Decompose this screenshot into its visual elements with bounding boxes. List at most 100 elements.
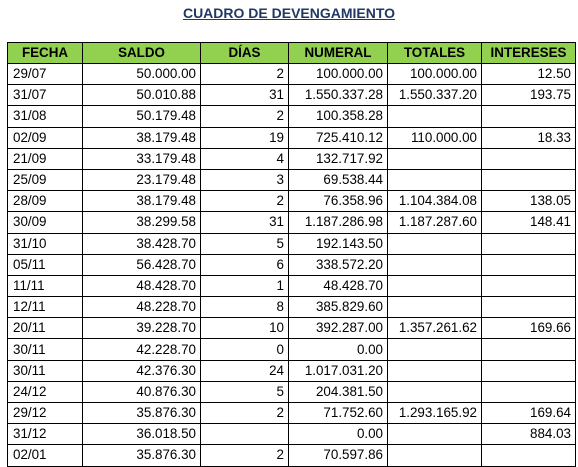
intereses-cell: 12.50	[481, 62, 576, 86]
saldo-cell: 40.876.30	[82, 380, 201, 404]
numeral-cell: 132.717.92	[288, 147, 388, 170]
totales-cell	[387, 168, 482, 192]
numeral-cell: 385.829.60	[288, 296, 388, 319]
totales-cell: 110.000.00	[387, 126, 482, 149]
totales-cell	[387, 147, 482, 170]
fecha-cell: 29/12	[7, 401, 83, 425]
dias-cell: 24	[200, 359, 289, 382]
dias-cell: 8	[200, 296, 289, 319]
table-row: 30/09 38.299.58 31 1.187.286.98 1.187.287.60…	[7, 211, 576, 234]
intereses-cell	[481, 105, 576, 128]
fecha-cell: 30/11	[7, 338, 83, 361]
dias-cell: 31	[200, 211, 289, 234]
dias-cell: 2	[200, 190, 289, 213]
numeral-cell: 0.00	[288, 423, 388, 446]
table-row: 30/11 42.376.30 24 1.017.031.20	[7, 359, 576, 382]
saldo-cell: 23.179.48	[82, 168, 201, 192]
fecha-cell: 21/09	[7, 147, 83, 170]
saldo-cell: 33.179.48	[82, 147, 201, 170]
header-totales: TOTALES	[387, 42, 482, 64]
numeral-cell: 392.287.00	[288, 317, 388, 340]
numeral-cell: 76.358.96	[288, 190, 388, 213]
devengamiento-table: FECHA SALDO DÍAS NUMERAL TOTALES INTERES…	[7, 42, 576, 467]
totales-cell	[387, 423, 482, 446]
numeral-cell: 100.000.00	[288, 62, 388, 86]
table-row: 31/12 36.018.50 0.00 884.03	[7, 423, 576, 446]
totales-cell	[387, 380, 482, 404]
intereses-cell: 138.05	[481, 190, 576, 213]
numeral-cell: 1.550.337.28	[288, 84, 388, 107]
dias-cell: 2	[200, 105, 289, 128]
saldo-cell: 56.428.70	[82, 253, 201, 276]
intereses-cell: 169.66	[481, 317, 576, 340]
table-body: 29/07 50.000.00 2 100.000.00 100.000.00 12.50…	[7, 62, 576, 467]
table-row: 05/11 56.428.70 6 338.572.20	[7, 253, 576, 276]
header-row: FECHA SALDO DÍAS NUMERAL TOTALES INTERES…	[7, 42, 576, 64]
table-row: 30/11 42.228.70 0 0.00	[7, 338, 576, 361]
header-fecha: FECHA	[7, 42, 83, 64]
saldo-cell: 38.179.48	[82, 126, 201, 149]
fecha-cell: 24/12	[7, 380, 83, 404]
fecha-cell: 31/12	[7, 423, 83, 446]
dias-cell: 2	[200, 444, 289, 467]
fecha-cell: 31/10	[7, 232, 83, 255]
saldo-cell: 48.428.70	[82, 274, 201, 298]
table-row: 12/11 48.228.70 8 385.829.60	[7, 296, 576, 319]
header-dias: DÍAS	[200, 42, 289, 64]
dias-cell: 4	[200, 147, 289, 170]
numeral-cell: 204.381.50	[288, 380, 388, 404]
intereses-cell	[481, 232, 576, 255]
numeral-cell: 1.187.286.98	[288, 211, 388, 234]
totales-cell: 1.550.337.20	[387, 84, 482, 107]
document-title: CUADRO DE DEVENGAMIENTO	[182, 5, 396, 21]
numeral-cell: 338.572.20	[288, 253, 388, 276]
fecha-cell: 31/08	[7, 105, 83, 128]
saldo-cell: 35.876.30	[82, 444, 201, 467]
intereses-cell	[481, 380, 576, 404]
intereses-cell	[481, 338, 576, 361]
fecha-cell: 28/09	[7, 190, 83, 213]
dias-cell	[200, 423, 289, 446]
saldo-cell: 35.876.30	[82, 401, 201, 425]
saldo-cell: 50.010.88	[82, 84, 201, 107]
intereses-cell: 169.64	[481, 401, 576, 425]
totales-cell: 100.000.00	[387, 62, 482, 86]
numeral-cell: 725.410.12	[288, 126, 388, 149]
dias-cell: 5	[200, 380, 289, 404]
numeral-cell: 48.428.70	[288, 274, 388, 298]
totales-cell	[387, 444, 482, 467]
totales-cell	[387, 232, 482, 255]
saldo-cell: 50.000.00	[82, 62, 201, 86]
intereses-cell: 18.33	[481, 126, 576, 149]
table-row: 24/12 40.876.30 5 204.381.50	[7, 380, 576, 404]
fecha-cell: 05/11	[7, 253, 83, 276]
table-row: 20/11 39.228.70 10 392.287.00 1.357.261.62 16…	[7, 317, 576, 340]
dias-cell: 19	[200, 126, 289, 149]
intereses-cell: 193.75	[481, 84, 576, 107]
dias-cell: 1	[200, 274, 289, 298]
intereses-cell	[481, 168, 576, 192]
table-row: 31/07 50.010.88 31 1.550.337.28 1.550.337.20…	[7, 84, 576, 107]
table-row: 31/08 50.179.48 2 100.358.28	[7, 105, 576, 128]
fecha-cell: 20/11	[7, 317, 83, 340]
table-row: 02/09 38.179.48 19 725.410.12 110.000.00 18.3…	[7, 126, 576, 149]
totales-cell: 1.357.261.62	[387, 317, 482, 340]
saldo-cell: 39.228.70	[82, 317, 201, 340]
table-row: 11/11 48.428.70 1 48.428.70	[7, 274, 576, 298]
totales-cell: 1.104.384.08	[387, 190, 482, 213]
totales-cell	[387, 296, 482, 319]
saldo-cell: 38.179.48	[82, 190, 201, 213]
saldo-cell: 50.179.48	[82, 105, 201, 128]
numeral-cell: 71.752.60	[288, 401, 388, 425]
intereses-cell	[481, 147, 576, 170]
fecha-cell: 11/11	[7, 274, 83, 298]
saldo-cell: 36.018.50	[82, 423, 201, 446]
totales-cell	[387, 338, 482, 361]
header-intereses: INTERESES	[481, 42, 576, 64]
dias-cell: 5	[200, 232, 289, 255]
intereses-cell	[481, 253, 576, 276]
table-row: 31/10 38.428.70 5 192.143.50	[7, 232, 576, 255]
fecha-cell: 25/09	[7, 168, 83, 192]
intereses-cell	[481, 296, 576, 319]
table-row: 21/09 33.179.48 4 132.717.92	[7, 147, 576, 170]
